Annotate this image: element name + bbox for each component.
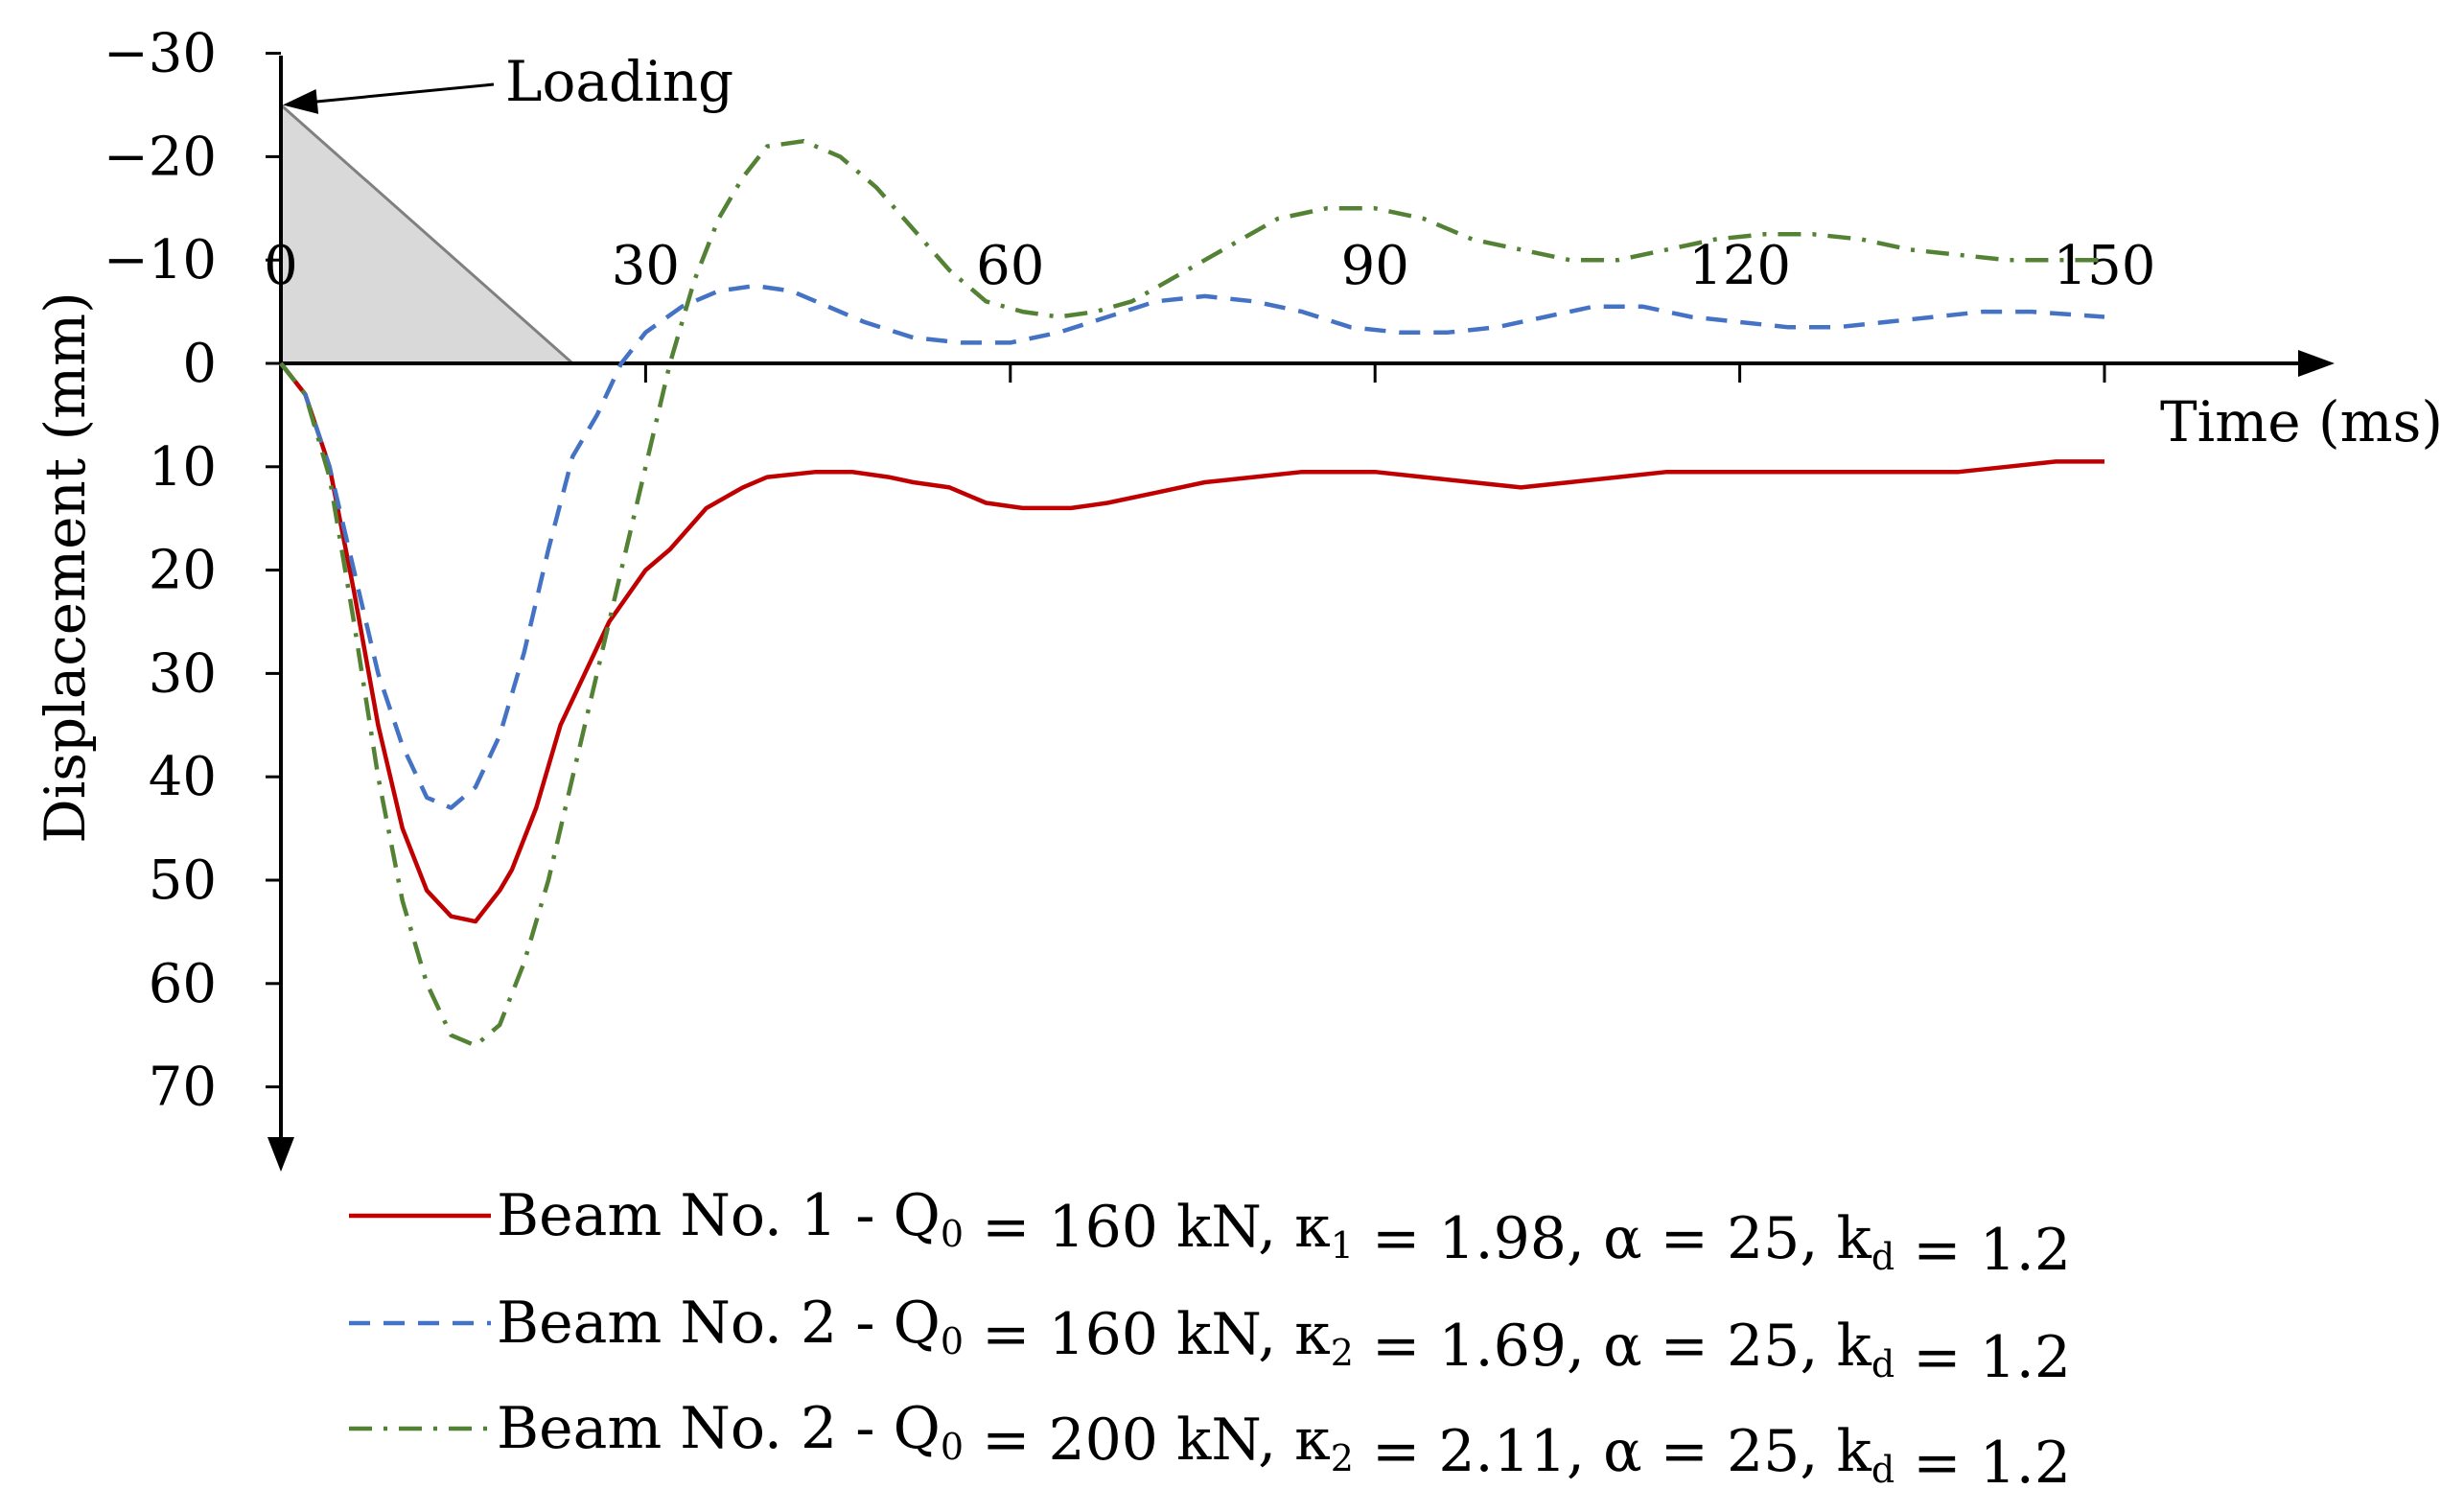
y-tick-label: 60 — [149, 953, 217, 1015]
x-tick-label: 150 — [2054, 235, 2156, 297]
x-tick-label: 90 — [1341, 235, 1409, 297]
legend-label-2: Beam No. 2 - Q0 = 160 kN, κ2 = 1.69, α =… — [497, 1290, 2071, 1391]
series-line-3 — [279, 138, 2104, 1048]
x-tick-group: 0 30 60 90 120 150 — [264, 235, 2155, 383]
y-axis-arrow — [267, 1137, 294, 1172]
y-tick-group: −30 −20 −10 0 10 20 30 40 50 60 70 — [104, 23, 281, 1119]
y-tick-label: −20 — [104, 126, 217, 188]
x-axis-label: Time (ms) — [2160, 389, 2443, 454]
x-tick-label: 120 — [1688, 235, 1791, 297]
loading-arrow — [311, 82, 495, 104]
series-line-1 — [279, 361, 2104, 924]
y-tick-label: 20 — [149, 540, 217, 602]
legend-label-3: Beam No. 2 - Q0 = 200 kN, κ2 = 2.11, α =… — [497, 1395, 2071, 1489]
y-tick-label: −30 — [104, 23, 217, 85]
legend: Beam No. 1 - Q0 = 160 kN, κ1 = 1.98, α =… — [349, 1182, 2071, 1489]
x-tick-label: 0 — [264, 235, 298, 297]
y-tick-label: 40 — [149, 746, 217, 808]
x-axis-arrow — [2298, 350, 2335, 377]
y-tick-label: −10 — [104, 229, 217, 291]
loading-arrowhead — [283, 89, 319, 114]
loading-label: Loading — [505, 49, 733, 114]
series-line-2 — [279, 283, 2105, 810]
loading-triangle — [279, 102, 577, 365]
series-group — [279, 138, 2105, 1048]
x-tick-label: 60 — [976, 235, 1044, 297]
y-axis-label: Displacement (mm) — [33, 291, 98, 844]
y-tick-label: 10 — [149, 436, 217, 499]
y-tick-label: 0 — [182, 333, 217, 395]
y-tick-label: 30 — [149, 642, 217, 705]
legend-label-1: Beam No. 1 - Q0 = 160 kN, κ1 = 1.98, α =… — [497, 1182, 2071, 1284]
y-tick-label: 70 — [149, 1057, 217, 1119]
y-tick-label: 50 — [149, 849, 217, 912]
x-tick-label: 30 — [612, 235, 680, 297]
